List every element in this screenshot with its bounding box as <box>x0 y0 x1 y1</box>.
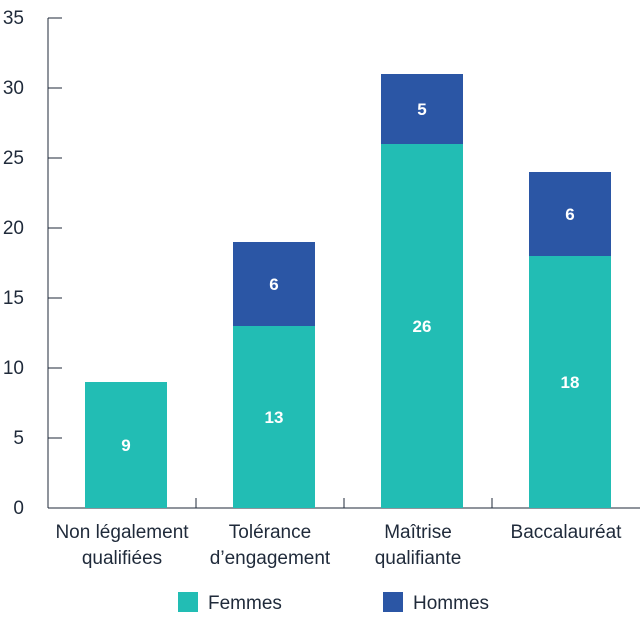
legend: Femmes Hommes <box>178 592 489 614</box>
x-category-label: Non légalement <box>55 522 189 543</box>
y-tick-label: 15 <box>3 288 24 309</box>
bar-femmes <box>85 382 167 508</box>
data-label: 13 <box>265 408 284 427</box>
data-label: 6 <box>269 275 278 294</box>
data-label: 18 <box>561 373 580 392</box>
x-category-label: d’engagement <box>210 548 331 569</box>
data-label: 9 <box>121 436 130 455</box>
data-label: 26 <box>413 317 432 336</box>
labels: 9 13 26 18 6 5 6 <box>121 100 579 455</box>
bar-femmes <box>233 326 315 508</box>
x-category-label: Tolérance <box>229 522 311 543</box>
y-tick-label: 30 <box>3 78 24 99</box>
x-category-label: qualifiées <box>82 548 162 569</box>
legend-swatch-femmes <box>178 592 198 612</box>
y-tick-label: 20 <box>3 218 24 239</box>
x-category-label: Maîtrise <box>384 522 452 543</box>
y-tick-label: 10 <box>3 358 24 379</box>
bar-hommes <box>529 172 611 256</box>
bar-femmes <box>381 144 463 508</box>
data-label: 6 <box>565 205 574 224</box>
y-tick-label: 0 <box>13 498 24 519</box>
bar-femmes <box>529 256 611 508</box>
y-tick-label: 25 <box>3 148 24 169</box>
bars <box>85 74 611 508</box>
legend-label-femmes: Femmes <box>208 593 282 614</box>
data-label: 5 <box>417 100 426 119</box>
y-tick-label: 35 <box>3 8 24 29</box>
legend-label-hommes: Hommes <box>413 593 489 614</box>
bar-hommes <box>233 242 315 326</box>
x-category-label: Baccalauréat <box>511 522 623 543</box>
x-category-label: qualifiante <box>375 548 462 569</box>
legend-swatch-hommes <box>383 592 403 612</box>
y-tick-label: 5 <box>13 428 24 449</box>
axes: 0 5 10 15 20 25 30 35 Non légalement qualifiées To… <box>3 8 640 569</box>
bar-hommes <box>381 74 463 144</box>
